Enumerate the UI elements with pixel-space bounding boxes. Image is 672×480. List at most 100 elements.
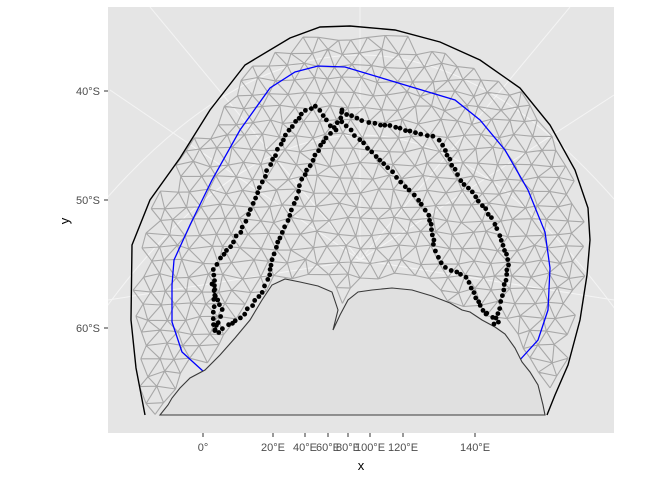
track-point <box>349 113 354 119</box>
track-point <box>220 326 225 332</box>
track-point <box>242 311 248 317</box>
track-point <box>344 112 349 117</box>
track-point <box>427 218 432 223</box>
track-point <box>411 192 417 198</box>
track-point <box>468 285 474 291</box>
track-point <box>304 167 309 173</box>
track-point <box>378 122 383 128</box>
track-point <box>210 316 216 322</box>
track-point <box>243 218 249 224</box>
track-point <box>494 226 500 232</box>
track-point <box>413 130 418 136</box>
track-point <box>303 108 308 113</box>
track-point <box>268 162 274 168</box>
track-point <box>431 237 437 243</box>
x-tick-label: 120°E <box>388 442 418 454</box>
track-point <box>256 294 262 299</box>
track-point <box>473 194 479 200</box>
track-point <box>372 120 378 126</box>
track-point <box>209 281 215 287</box>
track-point <box>211 288 217 294</box>
track-point <box>297 183 302 189</box>
track-point <box>480 203 485 209</box>
antarctica-landmass <box>158 278 546 416</box>
track-point <box>394 175 399 180</box>
track-point <box>250 201 256 206</box>
triangular-mesh <box>132 34 586 415</box>
track-point <box>296 115 302 121</box>
track-point <box>281 137 286 143</box>
track-point <box>308 106 314 111</box>
track-point <box>365 145 370 151</box>
track-point <box>382 122 388 128</box>
track-point <box>212 278 217 283</box>
track-point <box>269 257 275 263</box>
track-point <box>278 141 284 147</box>
track-point <box>302 172 308 178</box>
track-point <box>455 172 460 178</box>
track-point <box>501 282 507 287</box>
track-point <box>387 123 393 128</box>
track-point <box>255 190 261 196</box>
track-point <box>218 255 223 261</box>
track-point <box>416 197 421 203</box>
track-point <box>228 244 234 250</box>
track-point <box>310 157 316 163</box>
track-point <box>286 127 292 133</box>
track-point <box>215 320 221 326</box>
track-point <box>317 108 323 113</box>
track-point <box>436 137 442 143</box>
track-point <box>443 148 448 153</box>
track-point <box>377 157 383 163</box>
track-point <box>210 267 216 272</box>
track-point <box>471 290 477 295</box>
track-point <box>312 152 318 158</box>
track-point <box>361 140 366 146</box>
track-point <box>354 115 360 121</box>
y-tick-label: 60°S <box>76 323 100 335</box>
track-point <box>231 239 236 245</box>
track-point <box>458 178 464 184</box>
track-point <box>321 139 326 145</box>
track-point <box>393 124 399 130</box>
track-point <box>250 303 256 308</box>
x-tick-label: 140°E <box>460 442 490 454</box>
track-point <box>267 272 273 278</box>
track-point <box>501 287 507 293</box>
track-point <box>271 251 277 257</box>
track-point <box>489 215 494 221</box>
track-point <box>282 224 287 230</box>
track-point <box>268 262 274 268</box>
track-point <box>265 277 271 282</box>
track-point <box>211 272 217 278</box>
track-point <box>212 328 218 333</box>
track-point <box>359 118 365 123</box>
track-point <box>443 265 448 270</box>
track-point <box>397 125 403 131</box>
track-point <box>274 244 279 250</box>
track-point <box>454 269 460 275</box>
track-point <box>480 308 486 313</box>
track-point <box>327 123 333 129</box>
track-point <box>275 239 281 245</box>
x-tick-label: 20°E <box>261 442 285 454</box>
track-point <box>316 148 321 154</box>
track-point <box>264 168 269 174</box>
track-point <box>466 280 472 285</box>
track-point <box>289 124 295 129</box>
track-point <box>466 185 471 191</box>
track-point <box>469 189 475 195</box>
track-point <box>296 188 301 194</box>
track-point <box>293 119 298 124</box>
track-point <box>244 306 250 312</box>
track-point <box>215 297 221 303</box>
y-tick-label: 40°S <box>76 86 100 98</box>
track-point <box>352 133 357 139</box>
graticule-meridian <box>359 94 614 261</box>
track-point <box>210 309 216 315</box>
track-point <box>221 251 227 257</box>
track-point <box>497 306 503 311</box>
track-point <box>226 322 232 328</box>
track-point <box>217 302 222 308</box>
